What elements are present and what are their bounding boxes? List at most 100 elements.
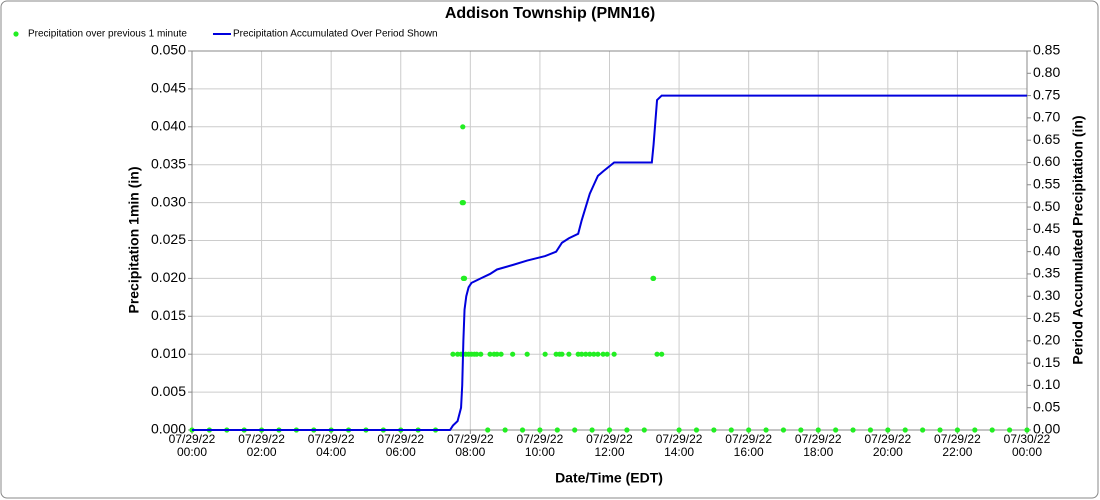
point	[780, 427, 787, 433]
point	[502, 427, 508, 433]
y2-tick-label: 0.65	[1033, 131, 1060, 147]
y2-tick-label: 0.05	[1033, 398, 1060, 414]
point	[763, 427, 769, 433]
line	[192, 94, 1027, 431]
point	[989, 427, 995, 433]
legend-marker	[13, 31, 19, 37]
point	[583, 351, 589, 357]
point	[566, 351, 572, 357]
y-tick-label: 0.010	[151, 345, 186, 361]
x-tick-label: 07/29/22 16:00	[725, 432, 773, 459]
y2-tick-label: 0.25	[1033, 309, 1060, 325]
point	[450, 351, 456, 357]
point	[693, 427, 700, 433]
point	[591, 351, 597, 357]
x-tick-label: 07/29/22 08:00	[446, 432, 494, 459]
point	[485, 427, 491, 433]
legend-label: Precipitation over previous 1 minute	[28, 29, 187, 40]
x-tick-label: 07/29/22 20:00	[864, 432, 912, 459]
point	[478, 351, 484, 357]
y2-tick-label: 0.45	[1033, 220, 1060, 236]
legend-label: Precipitation Accumulated Over Period Sh…	[233, 29, 438, 40]
y2-tick-label: 0.70	[1033, 109, 1060, 125]
y-tick-label: 0.020	[151, 269, 186, 285]
point	[589, 427, 595, 433]
y-tick-label: 0.025	[151, 231, 186, 247]
point	[587, 351, 593, 357]
point	[510, 351, 516, 357]
point	[474, 351, 480, 357]
y2-tick-label: 0.20	[1033, 332, 1060, 348]
x-tick-label: 07/29/22 18:00	[794, 432, 842, 459]
point	[611, 351, 617, 357]
point	[542, 351, 548, 357]
point	[815, 427, 821, 433]
y-tick-label: 0.035	[151, 155, 186, 171]
point	[641, 427, 647, 433]
point	[850, 427, 856, 433]
x-tick-label: 07/29/22 04:00	[307, 432, 355, 459]
point	[902, 427, 908, 433]
x-tick-label: 07/29/22 02:00	[238, 432, 285, 459]
x-tick-label: 07/29/22 00:00	[168, 432, 216, 459]
point	[654, 351, 660, 357]
point	[537, 427, 543, 433]
y2-tick-label: 0.60	[1033, 153, 1060, 169]
point	[676, 427, 682, 433]
point	[833, 427, 839, 433]
y2-tick-label: 0.80	[1033, 64, 1060, 80]
point	[554, 427, 560, 433]
y2-tick-label: 0.50	[1033, 198, 1060, 214]
point	[595, 351, 601, 357]
point	[937, 427, 943, 433]
point	[954, 427, 961, 433]
x-tick-label: 07/30/22 00:00	[1003, 432, 1051, 459]
x-tick-label: 07/29/22 22:00	[934, 432, 981, 459]
point	[711, 427, 717, 433]
x-tick-label: 07/29/22 14:00	[655, 432, 703, 459]
x-tick-label: 07/29/22 06:00	[377, 432, 425, 459]
point	[659, 351, 665, 357]
y2-tick-label: 0.40	[1033, 242, 1060, 258]
point	[920, 427, 926, 433]
point	[519, 427, 526, 433]
y2-tick-label: 0.55	[1033, 175, 1060, 191]
point	[498, 351, 504, 357]
y2-axis-title: Period Accumulated Precipitation (in)	[1070, 115, 1086, 364]
point	[746, 427, 752, 433]
point	[798, 427, 804, 433]
x-axis-title: Date/Time (EDT)	[555, 470, 663, 486]
y2-tick-label: 0.30	[1033, 287, 1060, 303]
point	[650, 275, 657, 281]
point	[559, 351, 565, 357]
y-tick-label: 0.050	[151, 42, 186, 58]
point	[461, 275, 468, 281]
chart-title: Addison Township (PMN16)	[445, 5, 655, 22]
y2-tick-label: 0.00	[1033, 421, 1060, 437]
point	[1007, 427, 1013, 433]
x-tick-label: 07/29/22 12:00	[586, 432, 633, 459]
y-tick-label: 0.005	[151, 383, 186, 399]
point	[885, 427, 891, 433]
x-tick-label: 07/29/22 10:00	[516, 432, 564, 459]
point	[494, 351, 500, 357]
point	[572, 427, 578, 433]
y-tick-label: 0.000	[151, 421, 186, 437]
y2-tick-label: 0.10	[1033, 376, 1060, 392]
point	[487, 351, 493, 357]
y-tick-label: 0.030	[151, 193, 186, 209]
y2-tick-label: 0.15	[1033, 354, 1060, 370]
point	[867, 427, 874, 433]
point	[460, 124, 466, 130]
point	[606, 427, 613, 433]
y2-tick-label: 0.75	[1033, 86, 1060, 102]
y-tick-label: 0.015	[151, 307, 186, 323]
point	[1024, 427, 1030, 433]
point	[604, 351, 610, 357]
point	[624, 427, 630, 433]
y-axis-title: Precipitation 1min (in)	[126, 166, 142, 313]
point	[600, 351, 606, 357]
